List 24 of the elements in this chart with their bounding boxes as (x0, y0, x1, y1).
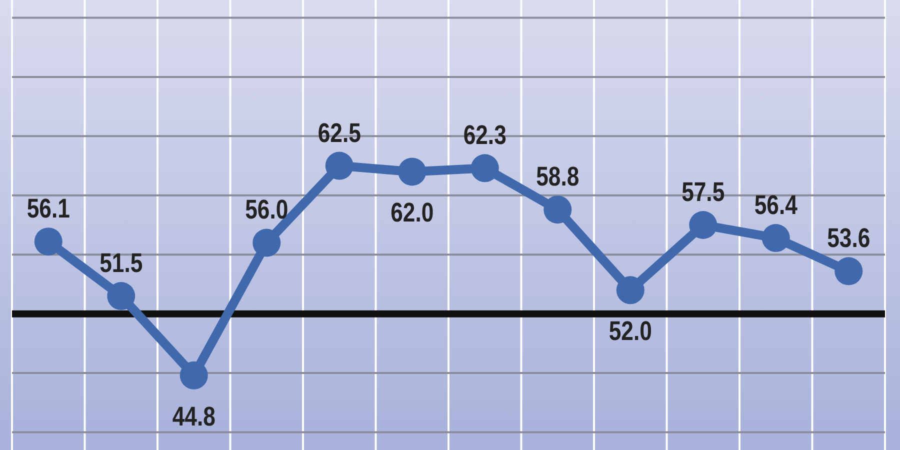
point (252, 228, 281, 257)
point (762, 224, 790, 252)
data-label: 58.8 (536, 162, 580, 192)
point (470, 154, 499, 182)
data-label: 56.1 (26, 194, 70, 224)
point (398, 158, 426, 186)
data-label: 57.5 (682, 178, 725, 208)
point (544, 196, 572, 224)
point (325, 152, 354, 180)
point (689, 211, 718, 239)
data-label: 62.5 (318, 118, 362, 148)
data-label: 51.5 (100, 249, 143, 279)
data-label: 62.3 (463, 121, 506, 151)
data-label: 62.0 (390, 198, 434, 228)
data-label: 56.0 (245, 196, 288, 226)
point (107, 282, 136, 310)
data-label: 53.6 (827, 224, 870, 254)
data-label: 52.0 (608, 317, 652, 347)
data-label: 56.4 (754, 191, 798, 221)
data-label: 44.8 (172, 402, 216, 432)
point (834, 257, 863, 286)
point (616, 276, 644, 304)
point (34, 228, 62, 256)
point (180, 361, 208, 390)
